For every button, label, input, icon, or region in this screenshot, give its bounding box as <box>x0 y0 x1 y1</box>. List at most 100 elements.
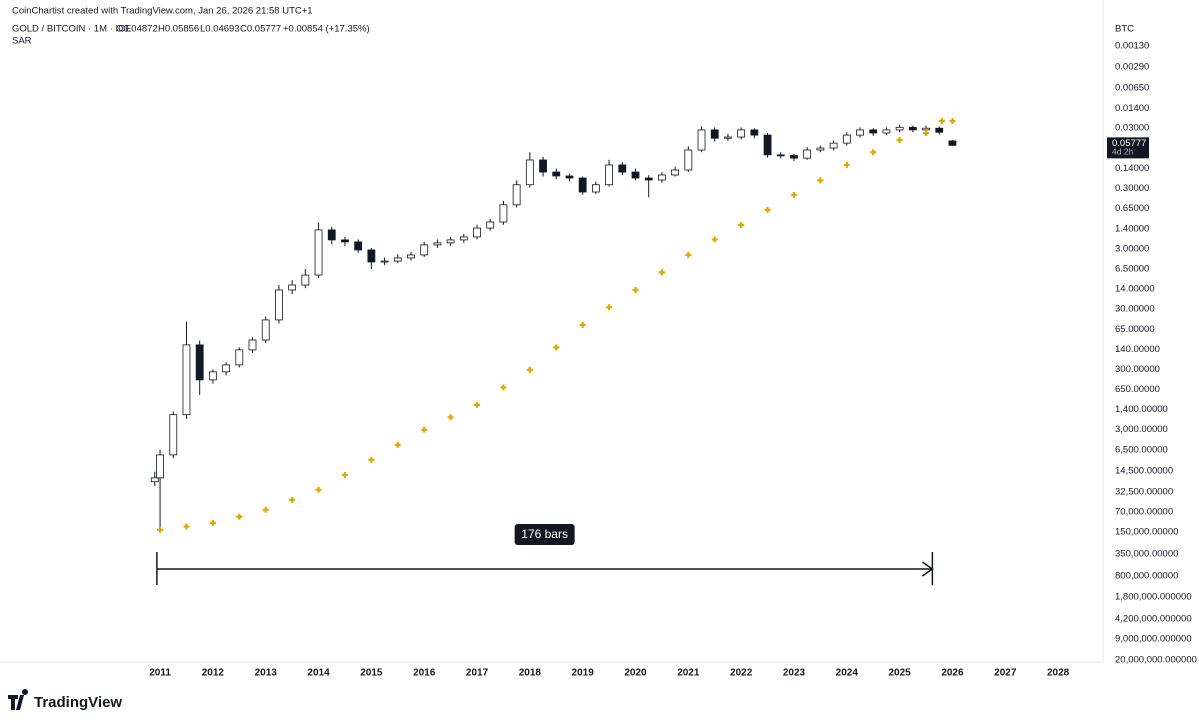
y-tick-label: 20,000,000.000000 <box>1115 655 1197 666</box>
sar-point <box>817 177 824 184</box>
sar-point <box>606 304 613 311</box>
indicator: SAR <box>12 36 32 47</box>
candle-body <box>275 289 283 321</box>
y-tick-label: 65.00000 <box>1115 324 1155 335</box>
x-tick-label: 2012 <box>202 668 225 679</box>
candle-body <box>737 129 746 138</box>
x-tick-label: 2021 <box>677 668 700 679</box>
candle-body <box>552 171 561 177</box>
y-tick-label: 0.65000 <box>1115 203 1149 214</box>
credit: CoinChartist created with TradingView.co… <box>12 6 313 17</box>
candle-body <box>565 175 574 179</box>
x-tick-label: 2020 <box>624 668 647 679</box>
x-tick-label: 2017 <box>466 668 489 679</box>
sar-point <box>949 118 956 125</box>
sar-point <box>764 206 771 213</box>
candle-body <box>150 477 159 483</box>
candle-body <box>684 149 693 171</box>
y-tick-label: 650.00000 <box>1115 384 1160 395</box>
y-tick-label: 4,200,000.000000 <box>1115 614 1192 625</box>
candle-body <box>618 164 627 173</box>
ohlc-close: C0.05777 <box>240 24 281 35</box>
candle-body <box>222 364 230 373</box>
candle-body <box>473 227 481 238</box>
x-tick-label: 2018 <box>519 668 542 679</box>
candle-body <box>314 229 323 276</box>
candle-body <box>882 129 891 134</box>
candle-body <box>790 155 798 159</box>
candle-body <box>658 174 666 181</box>
candle-body <box>591 184 600 193</box>
candle-body <box>420 244 429 256</box>
sar-point <box>368 456 375 463</box>
candle-body <box>446 239 455 244</box>
candle-body <box>433 242 442 246</box>
candle-body <box>208 371 217 381</box>
candle-body <box>856 129 864 136</box>
sar-point <box>579 321 586 328</box>
y-tick-label: 9,000,000.000000 <box>1115 634 1192 645</box>
x-tick-label: 2014 <box>307 668 330 679</box>
y-tick-label: 0.00290 <box>1115 62 1149 73</box>
candle-body <box>895 126 904 131</box>
x-tick-label: 2027 <box>994 668 1017 679</box>
y-tick-label: 1,400.00000 <box>1115 404 1168 415</box>
logo-icon <box>8 689 29 710</box>
candle-body <box>935 127 944 133</box>
y-tick-label: 70,000.00000 <box>1115 506 1173 517</box>
y-tick-label: 800,000.00000 <box>1115 570 1178 581</box>
candle-body <box>724 136 732 139</box>
y-tick-label: 0.00650 <box>1115 83 1149 94</box>
x-tick-label: 2013 <box>255 668 278 679</box>
logo: TradingView <box>8 689 122 711</box>
candle-body <box>327 229 336 241</box>
candle-body <box>816 147 825 151</box>
last-price-box <box>1107 137 1149 159</box>
sar-point <box>236 513 243 520</box>
candle-body <box>539 159 547 173</box>
x-tick-label: 2026 <box>941 668 964 679</box>
sar-point <box>685 251 692 258</box>
candle-body <box>869 129 878 134</box>
sar-point <box>658 269 665 276</box>
y-tick-label: 0.03000 <box>1115 123 1149 134</box>
ohlc-high: H0.05856 <box>158 24 199 35</box>
y-tick-label: 32,500.00000 <box>1115 486 1173 497</box>
sar-point <box>526 366 533 373</box>
y-tick-label: 0.00130 <box>1115 41 1149 52</box>
candle-body <box>380 260 389 263</box>
y-tick-label: 0.30000 <box>1115 183 1149 194</box>
candle-body <box>525 159 534 186</box>
sar <box>157 118 956 533</box>
sar-point <box>315 486 322 493</box>
candle-body <box>578 177 587 193</box>
candle-body <box>393 257 402 262</box>
y-tick-label: 6.50000 <box>1115 264 1149 275</box>
x-tick-label: 2011 <box>149 668 171 679</box>
sar-point <box>183 523 190 530</box>
y-tick-label: 3,000.00000 <box>1115 424 1168 435</box>
candle-body <box>195 344 204 381</box>
candle-body <box>169 414 178 456</box>
candle-body <box>235 349 244 366</box>
candle-body <box>605 164 613 186</box>
candle-body <box>710 129 719 139</box>
y-tick-label: 6,500.00000 <box>1115 444 1168 455</box>
candle-body <box>301 274 310 286</box>
countdown: 4d 2h <box>1112 147 1134 157</box>
legend: GOLD / BITCOIN · 1M · ICE O0.04872 H0.05… <box>12 24 370 47</box>
candle-body <box>803 149 812 159</box>
measure-arrow <box>921 561 934 577</box>
sar-point <box>474 401 481 408</box>
y-tick-label: 1.40000 <box>1115 223 1149 234</box>
candle-body <box>182 344 191 416</box>
y-tick-label: 14.00000 <box>1115 284 1155 295</box>
measure-label: 176 bars <box>521 527 568 541</box>
candle-body <box>512 184 521 206</box>
x-tick-label: 2024 <box>836 668 859 679</box>
sar-point <box>421 426 428 433</box>
sar-point <box>500 384 507 391</box>
sar-point <box>289 496 296 503</box>
